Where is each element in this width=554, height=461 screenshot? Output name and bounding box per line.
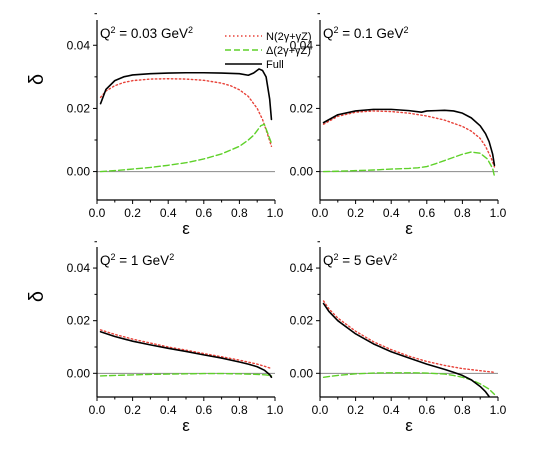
y-tick-label: 0.02 [67, 101, 91, 115]
series-line-solid [99, 68, 273, 121]
series-line-dashed [322, 151, 496, 178]
y-axis-title: δ [26, 74, 48, 85]
x-tick-label: 0.6 [195, 206, 212, 220]
y-axis-title: δ [26, 291, 48, 302]
x-tick-label: 0.4 [383, 206, 400, 220]
panel-title: Q2 = 0.03 GeV2 [100, 25, 193, 41]
y-tick-label: 0.02 [290, 101, 314, 115]
x-tick-label: 1.0 [490, 403, 507, 417]
x-tick-label: 0.2 [124, 403, 141, 417]
x-tick-label: 0.6 [418, 206, 435, 220]
panels: 0.0 0.2 0.4 0.6 0.8 1.0 0.00 0.02 0.04 ε δ Q2 = 0.0… [26, 13, 507, 435]
y-tick-label: 0.00 [67, 366, 91, 380]
y-tick-label: 0.02 [290, 314, 314, 328]
x-axis-title: ε [182, 219, 190, 238]
x-tick-label: 0.8 [231, 206, 248, 220]
y-tick-label: 0.04 [67, 38, 91, 52]
panel-title: Q2 = 1 GeV2 [100, 252, 174, 268]
y-tick-label: 0.02 [67, 314, 91, 328]
legend-label-delta: Δ(2γ+γZ) [266, 45, 311, 57]
panel-3: 0.0 0.2 0.4 0.6 0.8 1.0 0.00 0.02 0.04 ε δ Q2 = 1 G… [26, 241, 284, 435]
y-tick-label: 0.00 [67, 165, 91, 179]
x-axis-title: ε [405, 416, 413, 435]
legend-label-full: Full [266, 59, 284, 71]
x-tick-label: 0.0 [89, 403, 106, 417]
x-tick-label: 0.0 [312, 206, 329, 220]
panel-1: 0.0 0.2 0.4 0.6 0.8 1.0 0.00 0.02 0.04 ε δ Q2 = 0.0… [26, 13, 284, 238]
x-tick-label: 0.0 [312, 403, 329, 417]
x-tick-label: 1.0 [267, 206, 284, 220]
series-line-solid [322, 108, 496, 167]
series-line-dashed [99, 372, 273, 377]
panel-title: Q2 = 0.1 GeV2 [323, 25, 408, 41]
x-tick-label: 0.4 [383, 403, 400, 417]
series-line-solid [322, 302, 490, 398]
x-tick-label: 0.4 [160, 403, 177, 417]
y-tick-label: 0.04 [290, 38, 314, 52]
panel-4: 0.0 0.2 0.4 0.6 0.8 1.0 0.00 0.02 0.04 ε Q2 = 5 Ge… [290, 241, 507, 435]
series-line-dotted [99, 329, 273, 370]
y-tick-label: 0.00 [290, 165, 314, 179]
x-tick-label: 1.0 [490, 206, 507, 220]
y-tick-label: 0.04 [67, 261, 91, 275]
x-tick-label: 0.6 [195, 403, 212, 417]
series-line-dotted [99, 78, 273, 148]
x-tick-label: 1.0 [267, 403, 284, 417]
x-tick-label: 0.2 [347, 403, 364, 417]
series-line-dashed [99, 123, 273, 173]
x-axis-title: ε [405, 219, 413, 238]
x-axis-title: ε [182, 416, 190, 435]
x-tick-label: 0.0 [89, 206, 106, 220]
x-tick-label: 0.2 [347, 206, 364, 220]
y-tick-label: 0.04 [290, 261, 314, 275]
legend-label-n: N(2γ+γZ) [266, 31, 312, 43]
x-tick-label: 0.8 [231, 403, 248, 417]
x-tick-label: 0.2 [124, 206, 141, 220]
series-line-dotted [322, 110, 496, 168]
series-line-solid [99, 330, 273, 379]
series-line-dotted [322, 300, 496, 373]
legend: N(2γ+γZ) Δ(2γ+γZ) Full [225, 31, 312, 71]
y-tick-label: 0.00 [290, 366, 314, 380]
panel-2: 0.0 0.2 0.4 0.6 0.8 1.0 0.00 0.02 0.04 ε Q2 = 0.1 … [290, 13, 507, 238]
panel-title: Q2 = 5 GeV2 [323, 252, 397, 268]
x-tick-label: 0.6 [418, 403, 435, 417]
x-tick-label: 0.8 [454, 403, 471, 417]
series-line-dashed [322, 372, 496, 396]
x-tick-label: 0.4 [160, 206, 177, 220]
x-tick-label: 0.8 [454, 206, 471, 220]
